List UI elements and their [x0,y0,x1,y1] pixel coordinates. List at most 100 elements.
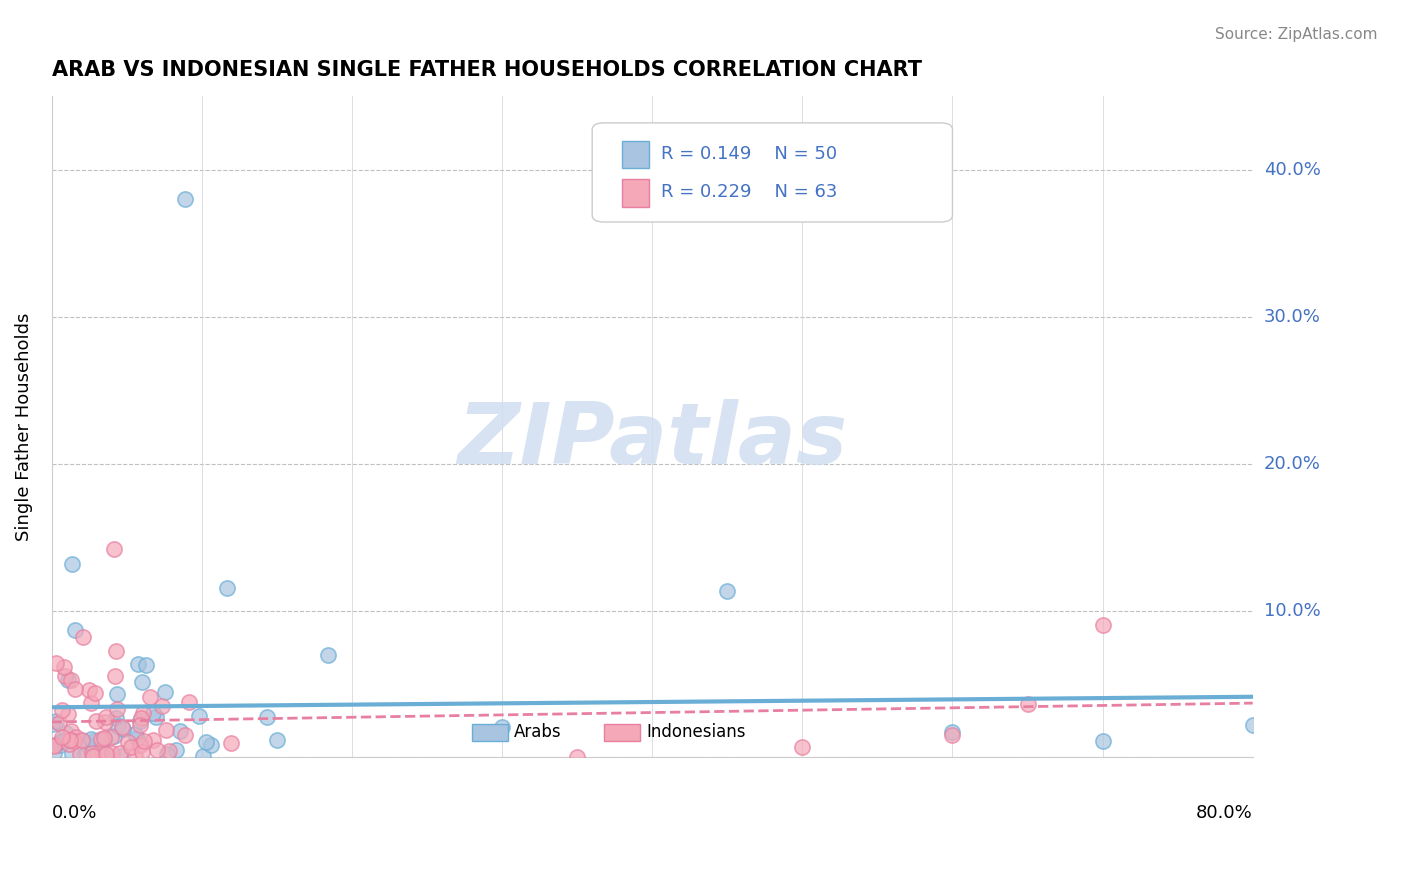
Indonesians [94,747,117,761]
Indonesians [124,748,146,763]
Arabs [60,747,83,762]
Arabs [58,673,80,688]
Indonesians [1091,618,1114,632]
Indonesians [93,731,115,745]
Indonesians [177,695,200,709]
Indonesians [58,737,80,751]
Arabs [1091,733,1114,747]
Indonesians [132,706,155,720]
Arabs [129,714,152,728]
Indonesians [941,728,963,742]
Indonesians [63,681,86,696]
Arabs [1241,718,1264,732]
Arabs [52,734,75,748]
Arabs [156,747,179,761]
Text: 0.0%: 0.0% [52,804,97,822]
Indonesians [108,746,131,760]
Indonesians [174,728,197,742]
Arabs [111,748,134,763]
Indonesians [145,742,167,756]
Indonesians [142,732,165,747]
Indonesians [82,746,104,760]
Arabs [142,706,165,720]
Text: Indonesians: Indonesians [647,723,745,741]
FancyBboxPatch shape [623,179,648,207]
Arabs [45,714,67,729]
Y-axis label: Single Father Households: Single Father Households [15,313,32,541]
Indonesians [103,541,125,556]
FancyBboxPatch shape [472,724,508,741]
Arabs [49,738,72,752]
Indonesians [117,735,139,749]
Indonesians [77,683,100,698]
Arabs [75,737,97,751]
Indonesians [155,723,177,737]
Arabs [135,657,157,672]
Indonesians [59,723,82,738]
Arabs [256,710,278,724]
Arabs [716,584,738,599]
Indonesians [59,673,82,687]
Text: 80.0%: 80.0% [1197,804,1253,822]
Indonesians [63,734,86,748]
Arabs [941,724,963,739]
Arabs [103,729,125,743]
Indonesians [100,730,122,744]
Indonesians [59,733,82,747]
Arabs [316,648,339,662]
Indonesians [100,746,122,760]
Arabs [83,733,105,747]
Arabs [41,716,63,731]
Arabs [49,734,72,748]
FancyBboxPatch shape [592,123,952,222]
Indonesians [52,660,75,674]
Text: ARAB VS INDONESIAN SINGLE FATHER HOUSEHOLDS CORRELATION CHART: ARAB VS INDONESIAN SINGLE FATHER HOUSEHO… [52,60,922,79]
Text: Arabs: Arabs [515,723,562,741]
Arabs [105,687,128,701]
Indonesians [56,706,79,721]
Arabs [124,726,146,740]
Indonesians [48,716,70,731]
Indonesians [567,750,589,764]
Arabs [127,657,149,671]
Indonesians [72,630,94,644]
Indonesians [131,745,153,759]
Indonesians [90,744,112,758]
Arabs [194,735,217,749]
Indonesians [131,711,153,725]
Indonesians [59,732,82,747]
Indonesians [1017,697,1039,711]
Indonesians [792,740,814,755]
Indonesians [120,739,142,754]
Text: Source: ZipAtlas.com: Source: ZipAtlas.com [1215,27,1378,42]
Arabs [73,749,96,764]
Arabs [105,711,128,725]
Indonesians [221,735,243,749]
Indonesians [111,721,134,735]
Arabs [72,734,94,748]
Indonesians [53,669,76,683]
Arabs [112,722,135,736]
Arabs [107,719,129,733]
Arabs [188,709,211,723]
Text: 40.0%: 40.0% [1264,161,1320,179]
Indonesians [129,718,152,732]
Indonesians [150,698,173,713]
Arabs [55,725,77,739]
Indonesians [90,731,112,746]
Arabs [91,748,114,763]
Arabs [491,720,513,734]
Arabs [153,685,176,699]
Indonesians [51,703,73,717]
Arabs [127,731,149,745]
Indonesians [105,644,128,658]
Indonesians [84,714,107,728]
Arabs [131,674,153,689]
Arabs [165,743,187,757]
Indonesians [51,730,73,744]
Indonesians [94,714,117,729]
Arabs [63,623,86,637]
Arabs [145,710,167,724]
Arabs [80,732,103,747]
Text: 20.0%: 20.0% [1264,455,1320,473]
